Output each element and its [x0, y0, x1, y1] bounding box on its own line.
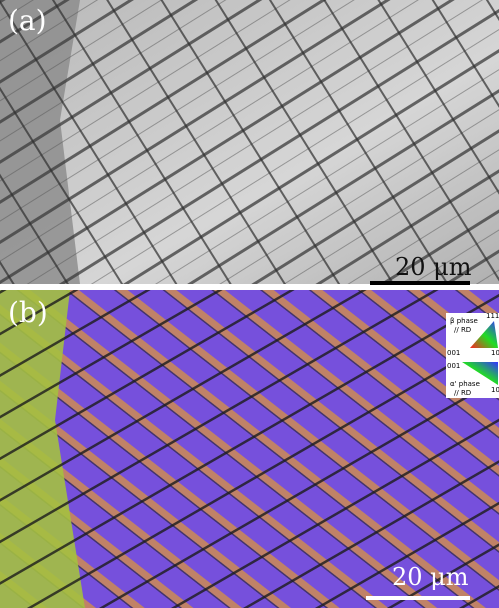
ipf-legend: β phase // RD 111 001 101 001 101 α' pha…	[446, 312, 499, 398]
legend-corner: 001	[447, 362, 460, 370]
legend-corner: 101	[491, 349, 499, 357]
lamellae-b	[0, 290, 499, 608]
legend-direction: // RD	[454, 389, 471, 397]
legend-corner: 111	[486, 312, 499, 320]
lamellae-a2	[0, 0, 499, 284]
panel-b: (b) 20 μm β phase // RD 111 001 101 001 …	[0, 290, 499, 608]
panel-label: (a)	[8, 4, 47, 37]
legend-corner: 001	[447, 349, 460, 357]
scale-bar-label: 20 μm	[392, 563, 469, 591]
page: (a) 20 μm (b) 20 μm β phase // RD 111 00…	[0, 0, 499, 608]
legend-direction: // RD	[454, 326, 471, 334]
legend-title: α' phase	[450, 380, 480, 388]
panel-a: (a) 20 μm	[0, 0, 499, 285]
figure: (a) 20 μm (b) 20 μm β phase // RD 111 00…	[0, 0, 499, 608]
legend-title: β phase	[450, 317, 478, 325]
scale-bar	[366, 596, 470, 600]
panel-label: (b)	[8, 296, 48, 329]
scale-bar-label: 20 μm	[395, 253, 472, 281]
scale-bar	[370, 281, 470, 285]
legend-corner: 101	[491, 386, 499, 394]
